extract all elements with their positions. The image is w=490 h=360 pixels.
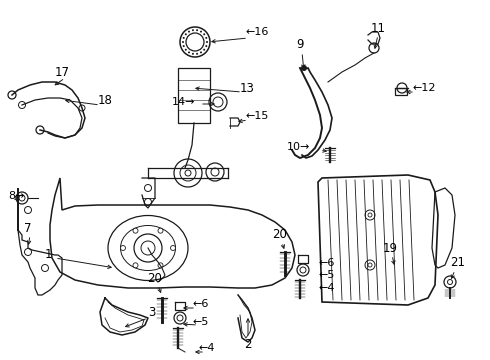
Circle shape [196,53,198,55]
Text: 13: 13 [240,81,255,94]
Circle shape [188,51,190,53]
Text: ←5: ←5 [318,270,334,280]
Text: 10→: 10→ [287,142,310,152]
Circle shape [185,33,187,35]
Text: 20: 20 [272,229,288,242]
Text: 2: 2 [244,338,252,351]
Circle shape [192,53,194,55]
Text: 20: 20 [147,271,163,284]
Bar [395,88,407,95]
Text: 8→: 8→ [8,191,24,201]
Text: 1: 1 [44,248,52,261]
Circle shape [206,41,208,43]
Circle shape [200,51,202,53]
Text: ←6: ←6 [192,299,208,309]
Text: ←4: ←4 [318,283,335,293]
Circle shape [183,37,185,39]
Circle shape [205,45,207,47]
Circle shape [133,263,138,268]
Circle shape [182,41,184,43]
Circle shape [158,228,163,233]
Text: 3: 3 [148,306,156,319]
Text: 11: 11 [370,22,386,35]
Circle shape [185,49,187,51]
Text: 17: 17 [54,66,70,78]
Text: ←4: ←4 [198,343,215,353]
Circle shape [196,29,198,31]
Text: 18: 18 [98,94,113,107]
Text: ←15: ←15 [245,111,269,121]
Circle shape [171,246,175,251]
Text: 19: 19 [383,242,397,255]
Circle shape [158,263,163,268]
Circle shape [203,33,205,35]
Text: 9: 9 [296,37,304,50]
Circle shape [200,31,202,33]
Text: ←16: ←16 [245,27,269,37]
Circle shape [203,49,205,51]
Text: ←6: ←6 [318,258,334,268]
Text: 21: 21 [450,256,465,269]
Circle shape [121,246,125,251]
Bar [178,68,210,123]
Text: ←12: ←12 [412,83,436,93]
Text: 7: 7 [24,221,32,234]
Circle shape [133,228,138,233]
Circle shape [188,31,190,33]
Circle shape [205,37,207,39]
Text: ←5: ←5 [192,317,208,327]
Text: 14→: 14→ [172,97,195,107]
Circle shape [183,45,185,47]
Circle shape [301,65,307,71]
Circle shape [192,29,194,31]
